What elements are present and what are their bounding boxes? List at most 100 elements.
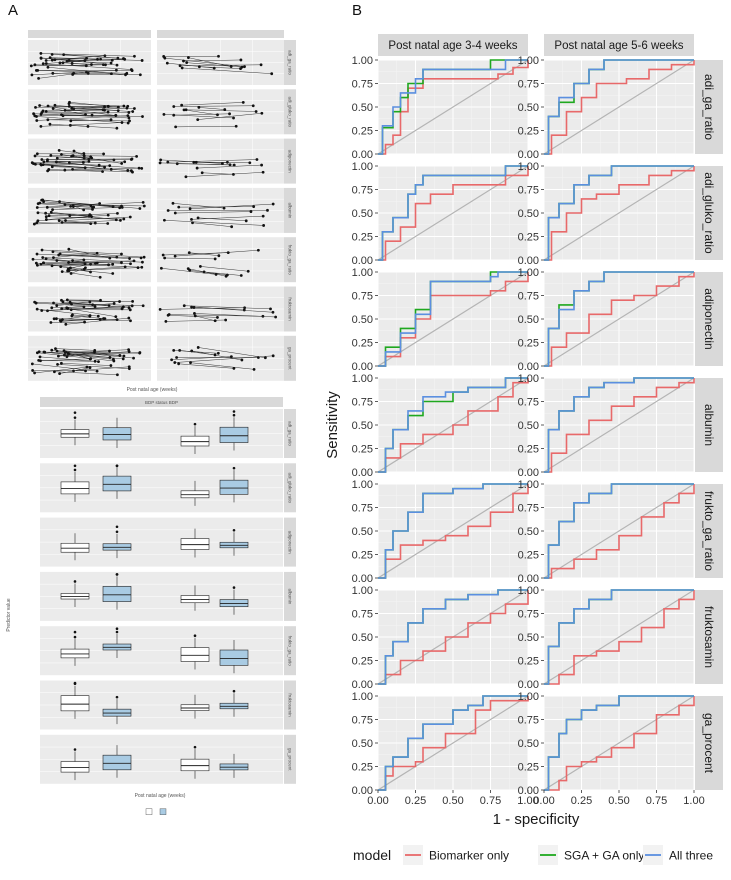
- a-top-trajectory-line: [36, 222, 91, 224]
- a-top-point: [223, 108, 227, 111]
- a-top-point: [59, 265, 63, 269]
- column-strip-label: Post natal age 3-4 weeks: [388, 40, 517, 52]
- a-top-point: [115, 373, 119, 377]
- a-bottom-outlier: [73, 416, 77, 419]
- y-tick-label: 0.50: [352, 738, 373, 750]
- a-top-point: [128, 119, 131, 123]
- y-tick-label: 0.50: [518, 420, 539, 432]
- a-top-point: [38, 201, 42, 205]
- a-bottom-outlier: [115, 525, 119, 529]
- a-top-trajectory-line: [167, 159, 257, 163]
- a-top-point: [96, 57, 99, 61]
- y-tick-label: 0.25: [518, 231, 539, 243]
- a-top-point: [50, 165, 54, 169]
- a-top-trajectory-line: [160, 307, 245, 310]
- y-tick-label: 0.00: [518, 361, 539, 373]
- a-top-point: [173, 361, 177, 364]
- a-top-point: [63, 108, 67, 112]
- a-top-trajectory-line: [57, 350, 124, 357]
- a-top-trajectory-line: [34, 366, 87, 374]
- y-tick-label: 0.00: [518, 467, 539, 479]
- panel-b: B Post natal age 3-4 weeks Post natal age…: [324, 2, 723, 865]
- a-top-point: [216, 351, 220, 355]
- a-top-point: [41, 109, 45, 113]
- a-top-point: [64, 219, 67, 222]
- a-top-trajectory-line: [195, 315, 216, 321]
- y-tick-label: 1.00: [518, 267, 539, 279]
- y-tick-label: 0.75: [352, 396, 373, 408]
- a-top-point: [39, 56, 43, 60]
- a-top-row-strip: [284, 138, 296, 184]
- a-top-trajectory-line: [192, 222, 232, 227]
- a-top-point: [120, 162, 124, 165]
- y-tick-label: 0.50: [352, 420, 373, 432]
- roc-series-line: [378, 589, 528, 685]
- a-top-point: [213, 319, 217, 323]
- a-top-point: [216, 316, 219, 319]
- a-top-point: [196, 118, 200, 122]
- a-top-point: [189, 361, 192, 365]
- a-top-point: [51, 250, 55, 254]
- a-top-point: [50, 348, 54, 352]
- a-top-point: [90, 113, 94, 117]
- a-top-trajectory-line: [160, 162, 235, 166]
- y-tick-label: 0.25: [518, 655, 539, 667]
- a-top-row-strip-label: adi_ga_ratio: [288, 50, 293, 75]
- a-top-point: [127, 348, 130, 352]
- a-top-point: [243, 65, 246, 69]
- a-top-point: [44, 218, 48, 221]
- a-top-trajectory-line: [53, 302, 144, 306]
- a-top-point: [82, 305, 86, 309]
- a-top-point: [271, 202, 275, 206]
- y-tick-label: 1.00: [352, 55, 373, 67]
- a-top-point: [52, 317, 56, 321]
- a-top-point: [161, 253, 165, 257]
- a-top-point: [122, 104, 126, 108]
- a-top-point: [232, 172, 235, 176]
- a-top-point: [184, 175, 188, 179]
- y-tick-label: 0.25: [352, 337, 373, 349]
- a-top-point: [83, 320, 86, 324]
- a-top-trajectory-line: [169, 314, 263, 317]
- a-top-point: [69, 308, 73, 312]
- a-top-point: [33, 154, 37, 158]
- a-top-point: [60, 270, 64, 274]
- row-strip: [695, 166, 723, 260]
- a-top-point: [125, 71, 129, 75]
- a-top-row-strip-label: albumin: [288, 203, 293, 219]
- a-top-point: [122, 354, 126, 358]
- a-top-trajectory-line: [43, 162, 84, 165]
- diagonal-reference-line: [543, 589, 695, 685]
- a-top-point: [66, 269, 70, 273]
- y-tick-label: 0.50: [518, 102, 539, 114]
- a-top-point: [170, 358, 174, 362]
- a-top-point: [266, 208, 269, 212]
- a-top-row-strip: [284, 187, 296, 233]
- a-top-point: [69, 272, 73, 275]
- a-top-point: [188, 207, 192, 211]
- a-top-point: [126, 121, 130, 125]
- a-bottom-row-strip: [284, 626, 296, 676]
- a-top-point: [38, 104, 42, 107]
- a-top-trajectory-line: [47, 158, 132, 160]
- y-axis-title: Sensitivity: [324, 391, 341, 459]
- a-top-point: [42, 160, 46, 164]
- a-top-point: [109, 61, 113, 65]
- y-tick-label: 0.00: [518, 679, 539, 691]
- a-top-point: [198, 265, 202, 268]
- a-top-point: [46, 309, 49, 313]
- y-tick-label: 1.00: [352, 479, 373, 491]
- a-top-point: [114, 218, 118, 222]
- a-top-point: [106, 104, 110, 108]
- a-top-point: [99, 298, 102, 302]
- a-top-point: [173, 254, 177, 258]
- a-top-trajectory-line: [190, 203, 274, 210]
- a-top-trajectory-line: [68, 353, 110, 358]
- a-top-x-axis-title: Post natal age (weeks): [127, 387, 178, 393]
- a-top-trajectory-line: [36, 302, 96, 307]
- a-top-trajectory-line: [42, 199, 120, 208]
- a-top-point: [260, 163, 263, 167]
- a-top-trajectory-line: [68, 260, 134, 263]
- a-top-point: [71, 154, 75, 158]
- a-top-point: [251, 104, 255, 108]
